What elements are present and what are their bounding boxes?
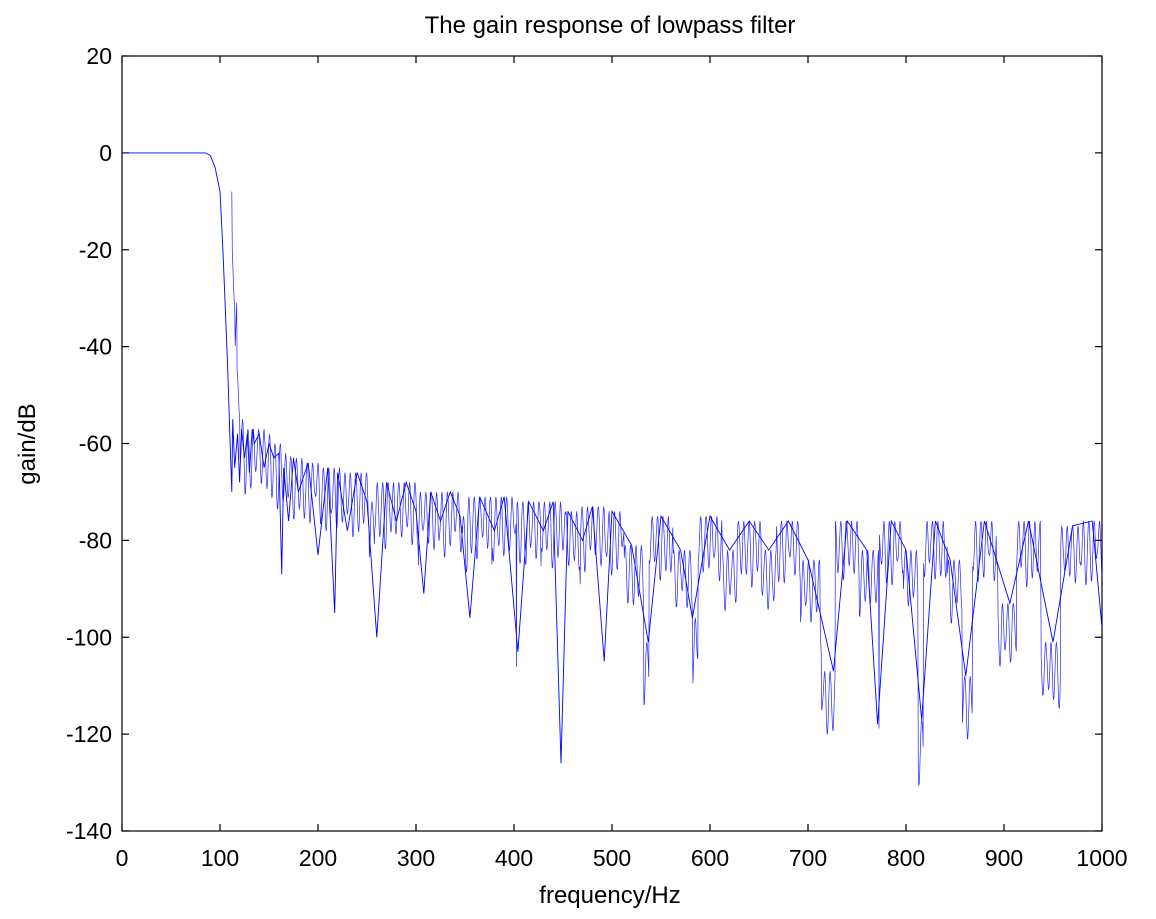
y-tick-label: -120 — [66, 721, 112, 747]
x-tick-label: 100 — [201, 845, 239, 871]
x-tick-label: 200 — [299, 845, 337, 871]
y-tick-label: -100 — [66, 624, 112, 650]
y-tick-label: 20 — [86, 43, 112, 69]
y-axis-tick-labels: 20 0 -20 -40 -60 -80 -100 -120 -140 — [66, 43, 112, 844]
y-tick-label: -40 — [79, 334, 112, 360]
series-layer — [122, 152, 1103, 786]
x-tick-label: 300 — [397, 845, 435, 871]
x-tick-label: 700 — [789, 845, 827, 871]
chart-title: The gain response of lowpass filter — [425, 12, 796, 39]
plot-frame — [121, 55, 1103, 832]
y-tick-label: -80 — [79, 527, 112, 553]
x-tick-label: 400 — [495, 845, 533, 871]
x-tick-label: 800 — [887, 845, 925, 871]
x-tick-label: 900 — [985, 845, 1023, 871]
x-tick-label: 1000 — [1076, 845, 1127, 871]
y-axis-label: gain/dB — [14, 403, 41, 484]
x-tick-label: 0 — [116, 845, 129, 871]
y-tick-label: -20 — [79, 237, 112, 263]
x-axis-label: frequency/Hz — [539, 882, 680, 909]
series-ripple — [231, 191, 1103, 786]
x-tick-label: 500 — [593, 845, 631, 871]
y-tick-label: -140 — [66, 818, 112, 844]
x-axis-tick-labels: 0 100 200 300 400 500 600 700 800 900 1000 — [116, 845, 1128, 871]
x-tick-label: 600 — [691, 845, 729, 871]
y-tick-label: 0 — [99, 140, 112, 166]
y-tick-label: -60 — [79, 431, 112, 457]
